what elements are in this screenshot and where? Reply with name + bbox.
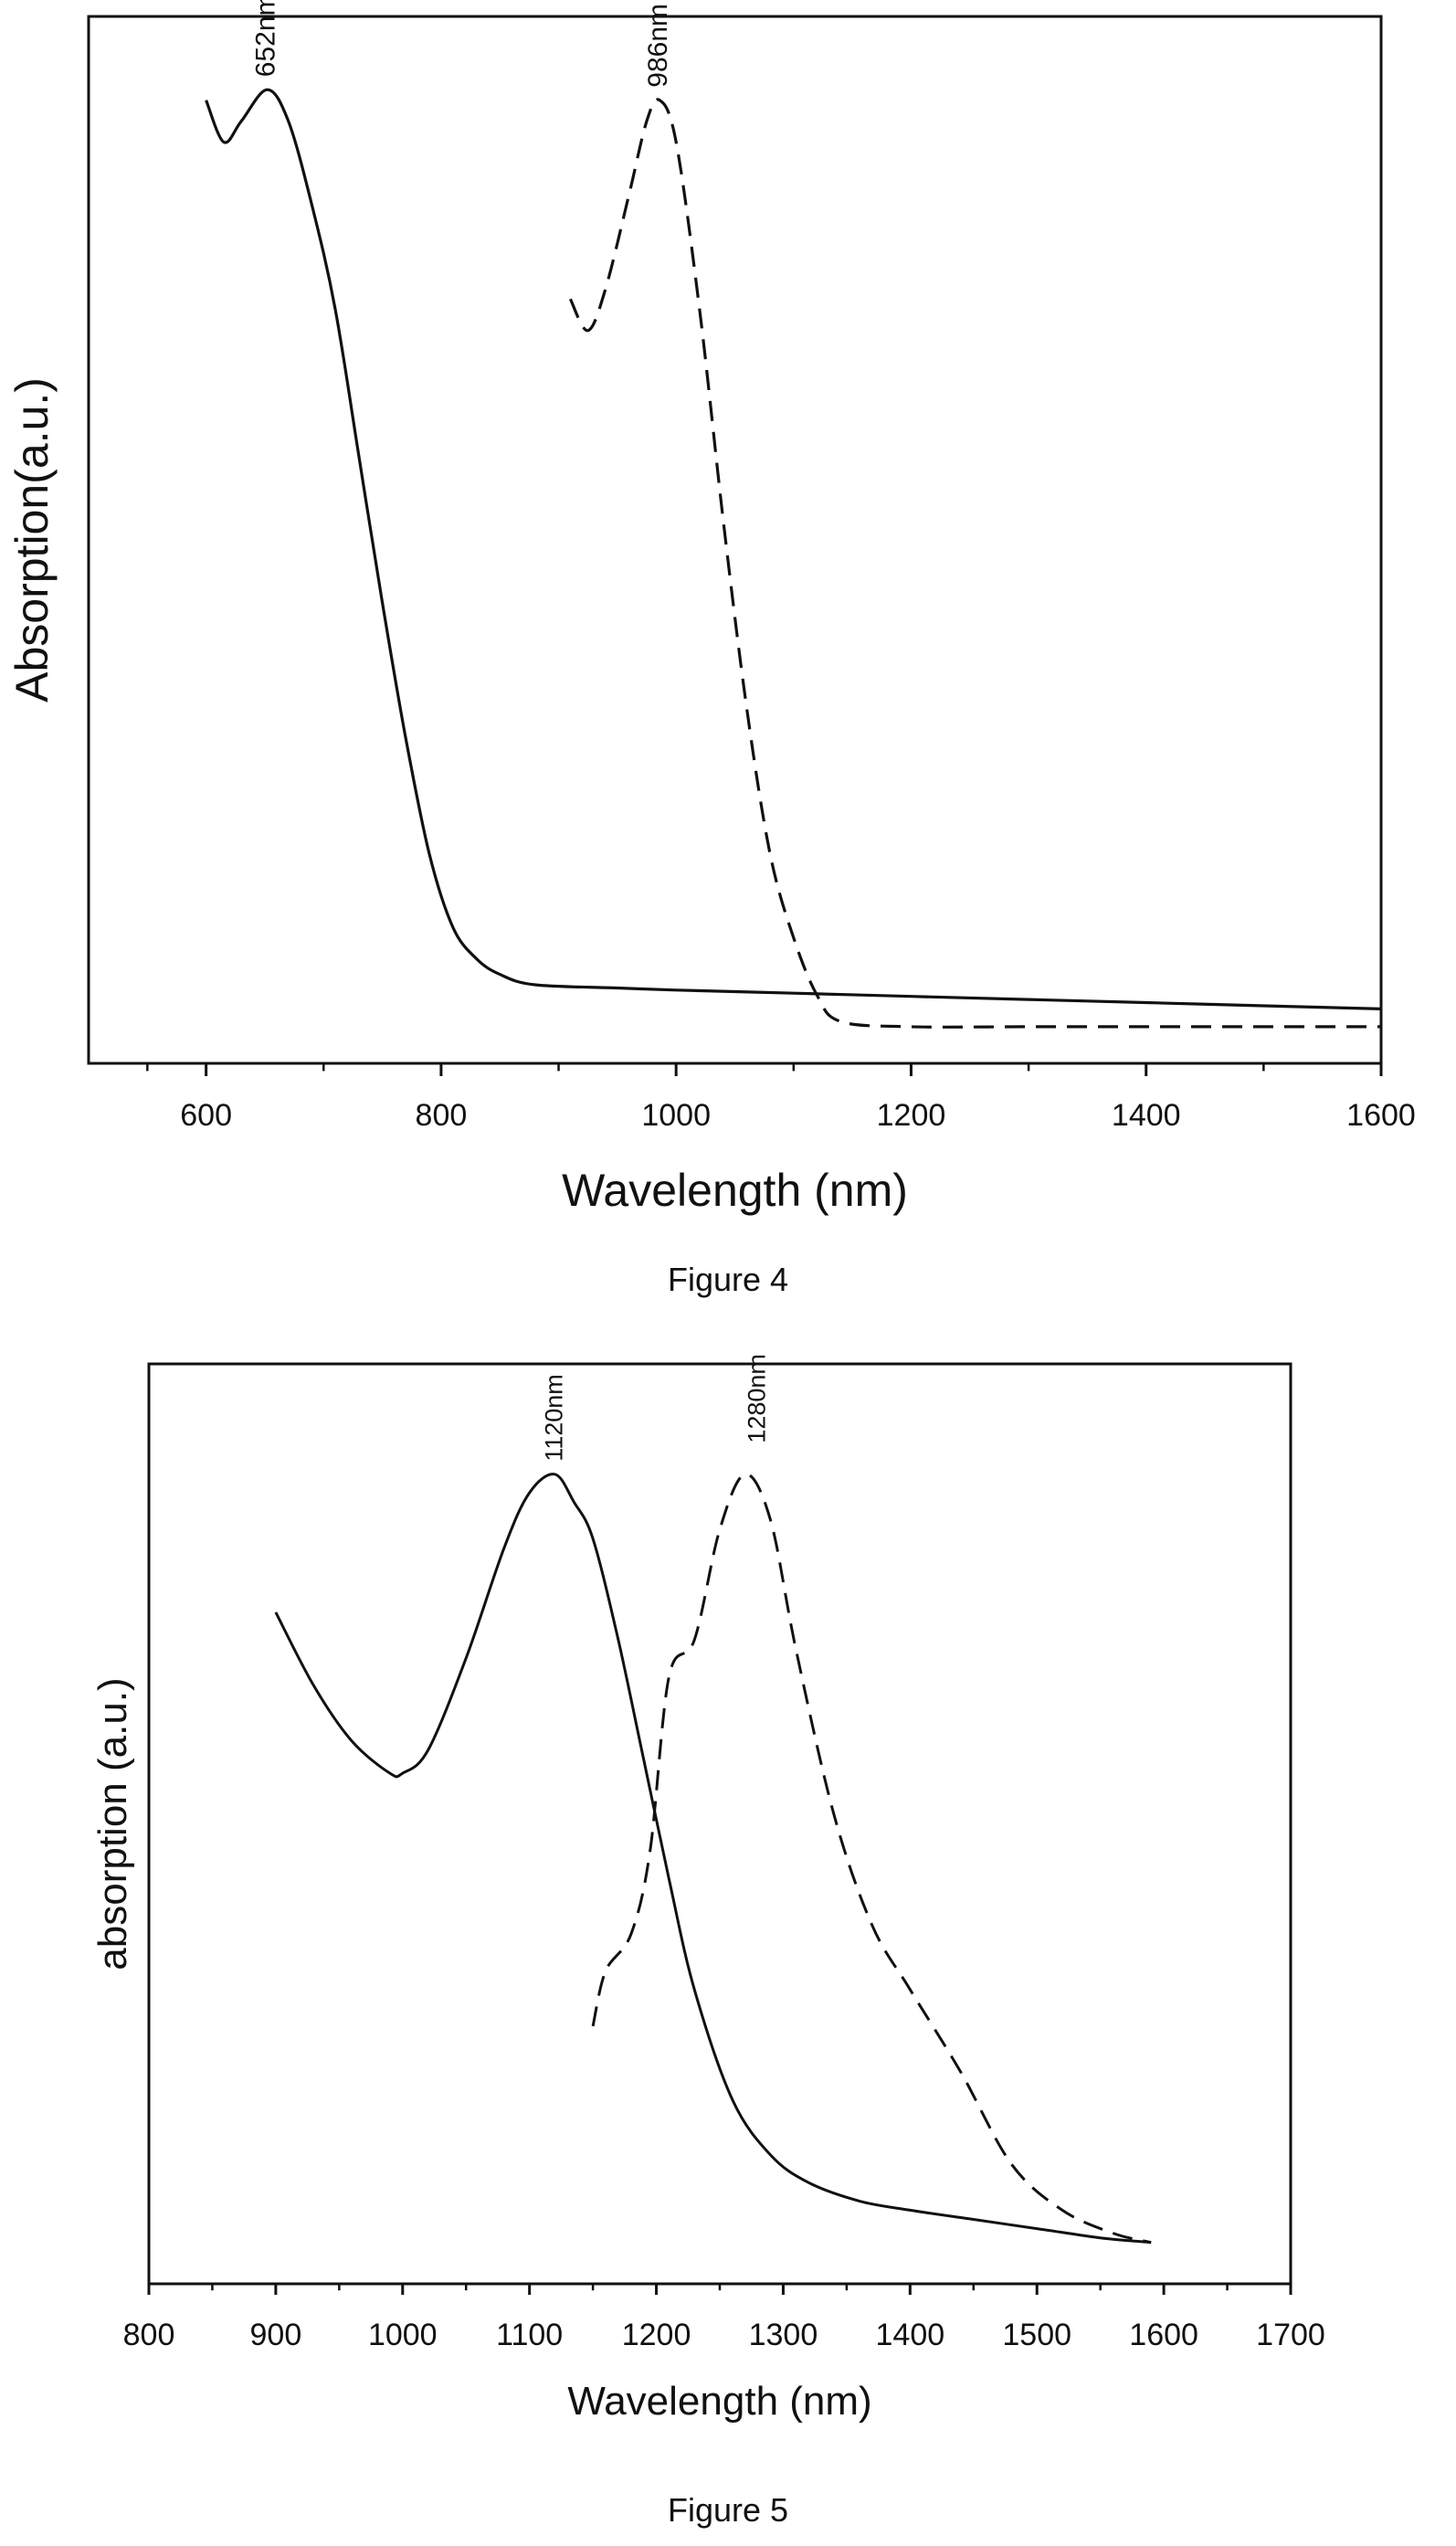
x-tick-label: 1600 [1129,2318,1198,2352]
x-tick-label: 1200 [877,1098,946,1133]
x-tick-label: 1500 [1002,2318,1071,2352]
x-tick-label: 1400 [1112,1098,1181,1133]
x-tick-label: 1100 [496,2318,563,2352]
plot-frame [87,15,1383,1065]
x-axis-title: Wavelength (nm) [567,2379,871,2424]
x-tick-label: 1600 [1346,1098,1416,1133]
x-tick-label: 800 [416,1098,468,1133]
x-tick-label: 1300 [749,2318,818,2352]
x-tick-label: 1400 [876,2318,945,2352]
x-axis-title: Wavelength (nm) [562,1165,908,1216]
dashed-series-line [568,98,1381,1029]
x-tick-label: 1000 [368,2318,438,2352]
solid-series-line [274,1473,1152,2245]
x-tick-label: 600 [180,1098,232,1133]
figure-caption: Figure 5 [668,2491,788,2529]
x-tick-label: 900 [250,2318,302,2352]
solid-series-line [205,88,1382,1010]
x-tick-label: 1700 [1256,2318,1325,2352]
peak-annotation: 1120nm [540,1374,567,1462]
figure-4-chart: 600 800 1000 1200 1400 1600 652nm 986nm Waveleng… [6,0,1416,1298]
x-tick-label: 1000 [641,1098,711,1133]
figure-caption: Figure 4 [668,1261,788,1298]
x-tick-label: 800 [123,2318,175,2352]
figure-5-chart: 800 900 1000 1100 1200 1300 1400 1500 1600 1700 11… [90,1354,1325,2529]
x-tick-label: 1200 [622,2318,691,2352]
y-axis-title: absorption (a.u.) [90,1677,135,1970]
peak-annotation: 652nm [251,0,281,77]
peak-annotation: 1280nm [744,1354,771,1443]
y-axis-title: Absorption(a.u.) [6,377,58,703]
peak-annotation: 986nm [643,4,673,88]
plot-frame [147,1362,1292,2286]
dashed-series-line [591,1473,1152,2245]
